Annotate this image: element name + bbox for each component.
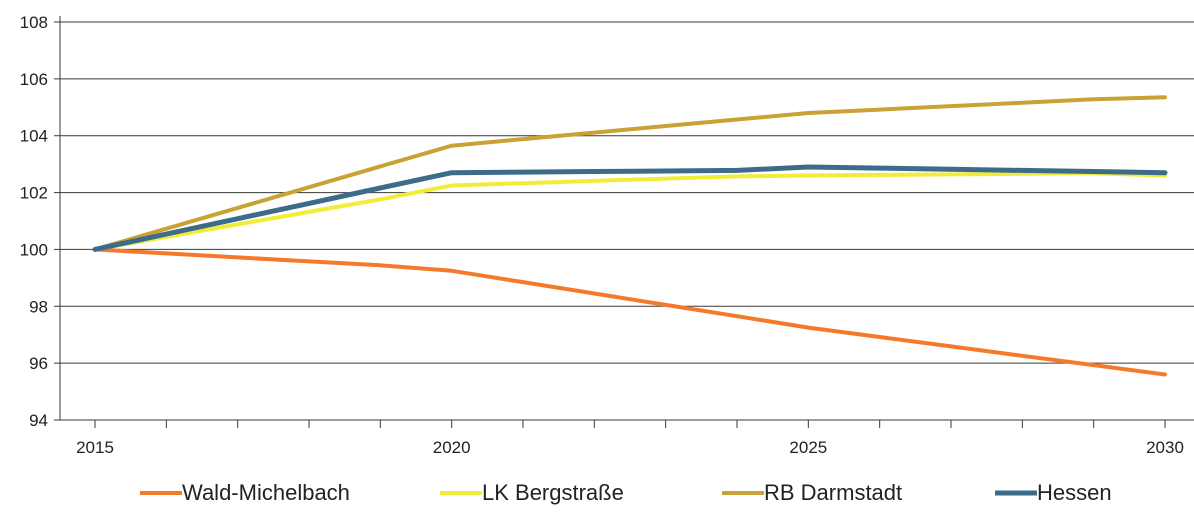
y-tick-label: 104 <box>20 127 48 146</box>
x-tick-label: 2015 <box>76 438 114 457</box>
y-tick-label: 106 <box>20 70 48 89</box>
series-line-lk-bergstra-e <box>93 171 1167 252</box>
x-tick-label: 2020 <box>433 438 471 457</box>
y-tick-label: 98 <box>29 297 48 316</box>
x-axis-tick-labels: 2015 2020 2025 2030 <box>76 438 1184 457</box>
legend-label-hessen: Hessen <box>1037 480 1112 505</box>
series-line-hessen <box>92 164 1168 252</box>
y-tick-label: 102 <box>20 184 48 203</box>
legend-label-rb-darmstadt: RB Darmstadt <box>764 480 902 505</box>
series-lines <box>92 95 1168 377</box>
gridlines <box>60 21 1194 364</box>
y-tick-label: 108 <box>20 13 48 32</box>
legend-label-wald-michelbach: Wald-Michelbach <box>182 480 350 505</box>
y-tick-label: 94 <box>29 411 48 430</box>
legend-label-lk-bergstra-e: LK Bergstraße <box>482 480 624 505</box>
x-tick-label: 2025 <box>789 438 827 457</box>
legend: Wald-Michelbach LK Bergstraße RB Darmstadt… <box>140 480 1112 505</box>
axes <box>54 16 1194 428</box>
x-tick-label: 2030 <box>1146 438 1184 457</box>
y-axis-tick-labels: 94 96 98 100 102 104 106 108 <box>20 13 48 430</box>
series-line-wald-michelbach <box>93 247 1167 377</box>
series-line-rb-darmstadt <box>93 95 1167 252</box>
y-tick-label: 100 <box>20 240 48 259</box>
y-tick-label: 96 <box>29 354 48 373</box>
